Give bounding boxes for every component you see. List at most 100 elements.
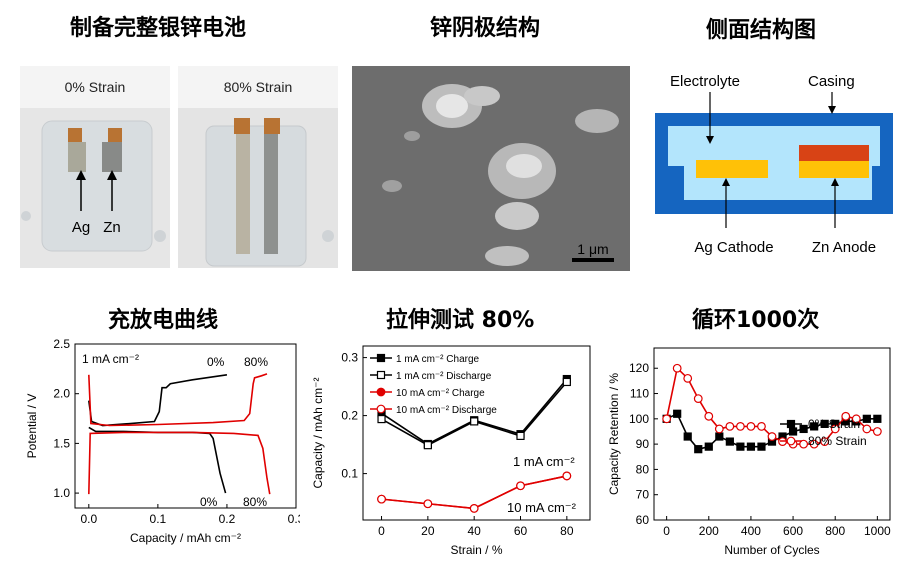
series-1-marker [799,439,809,449]
x-tick-label: 0.2 [219,512,236,526]
y-tick-label: 2.5 [53,338,70,351]
series-1-marker [851,414,861,424]
series-0-discharge-line [88,426,227,494]
series-1-marker [862,424,872,434]
x-tick-label: 1000 [864,524,891,538]
label-ag-cathode: Ag Cathode [694,239,773,256]
x-tick-label: 0 [663,524,670,538]
photo-80-strain-image: 80% Strain [178,66,338,268]
tensile-chart: 0 20 40 60 80 0.1 0.2 0.3 Strain / % Capacity / m… [311,345,591,557]
y-axis-label: Capacity / mAh cm⁻² [311,377,325,488]
x-tick-label: 600 [783,524,803,538]
legend-label-2: 10 mA cm⁻² Charge [396,388,485,399]
y-tick-label: 80 [636,462,650,476]
series-0-marker [820,419,829,428]
x-tick-label: 400 [741,524,761,538]
series-1-marker [562,377,571,387]
title-charge: 充放电曲线 [108,308,219,333]
y-tick-label: 60 [636,513,650,527]
cycle-chart: 0 200 400 600 800 1000 60 70 80 90 100 110 120 Number… [607,347,891,557]
legend-label-1: 1 mA cm⁻² Discharge [396,371,492,382]
x-tick-label: 0.0 [80,512,97,526]
y-tick-label: 1.5 [53,436,70,450]
series-1-marker [662,414,672,424]
series-1-marker [516,431,525,441]
legend-label-3: 10 mA cm⁻² Discharge [396,405,497,416]
y-tick-label: 0.1 [341,467,358,481]
label-zn: Zn [103,219,121,236]
legend-label-1: 80% Strain [808,434,867,448]
x-axis-label: Capacity / mAh cm⁻² [130,531,241,545]
label-electrolyte: Electrolyte [670,73,740,90]
series-0-marker [862,414,871,423]
y-tick-label: 2.0 [53,387,70,401]
legend-label-0: 0% Strain [808,417,860,431]
series-0-marker [704,442,713,451]
series-1-marker [423,441,432,450]
series-0-marker [810,422,819,431]
series-1-marker [735,422,745,431]
label-0-top: 0% [207,355,225,369]
series-0-marker [788,427,798,436]
series-0-marker [683,432,692,441]
y-tick-label: 110 [630,387,649,401]
photo-0-strain: 0% Strain Ag Zn [20,66,170,268]
y-tick-label: 100 [629,412,649,426]
x-tick-label: 200 [699,524,719,538]
series-3-marker [377,494,386,504]
series-1-marker [704,411,714,421]
side-diagram-svg: Electrolyte Casing Ag Cathode Zn Anode [655,73,893,256]
charge-discharge-chart: 0.0 0.1 0.2 0.3 1.0 1.5 2.0 2.5 Capacity / mAh c… [25,338,300,545]
series-0-marker [694,445,703,454]
label-0-strain: 0% Strain [65,79,126,95]
annotation-10ma: 10 mA cm⁻² [507,500,577,515]
series-1-marker [683,373,693,383]
zn-anode-rect [799,161,869,178]
y-axis-label: Potential / V [25,394,39,459]
series-1-marker [872,427,882,436]
label-80-bottom: 80% [243,495,267,509]
x-axis-label: Strain / % [450,543,502,557]
legend-marker-2 [376,387,386,397]
ag-cathode-rect [696,160,768,178]
photo-0-strain-image: 0% Strain Ag Zn [20,66,170,268]
series-1-charge-line [88,373,268,427]
y-tick-label: 90 [636,437,650,451]
series-3-marker [469,503,479,513]
series-1-marker [820,437,830,446]
series-1-marker [767,432,777,441]
legend-marker-1 [376,370,386,380]
y-tick-label: 0.3 [341,351,358,365]
series-3-marker [423,499,433,509]
series-1-marker [714,424,724,434]
sem-image: 1 μm [352,66,630,271]
x-tick-label: 80 [560,524,574,538]
label-ag: Ag [72,219,90,236]
label-80-top: 80% [244,355,268,369]
x-tick-label: 0.3 [288,512,300,526]
series-0-marker [757,442,766,451]
plot-frame [74,343,297,509]
plot-frame [653,347,891,521]
sem-scale: 1 μm [577,241,608,257]
plot-frame [362,345,591,521]
side-diagram: Electrolyte Casing Ag Cathode Zn Anode [650,60,900,260]
label-casing: Casing [808,73,855,90]
current-annotation: 1 mA cm⁻² [82,352,139,366]
label-zn-anode: Zn Anode [812,239,876,256]
series-1-marker [757,422,766,431]
series-1-marker [693,394,703,403]
series-3-marker [516,481,525,491]
series-0-charge-line [88,374,228,427]
x-tick-label: 40 [468,524,482,538]
series-1-marker [809,439,819,449]
title-anode: 锌阴极结构 [430,16,541,41]
title-tensile: 拉伸测试 80% [386,308,535,333]
label-80-strain: 80% Strain [224,79,292,95]
photo-80-strain: 80% Strain [178,66,338,268]
x-axis-label: Number of Cycles [724,543,819,557]
y-tick-label: 70 [636,488,650,502]
series-3-marker [562,471,572,481]
series-1-discharge-line [88,431,271,495]
y-axis-label: Capacity Retention / % [607,373,621,495]
